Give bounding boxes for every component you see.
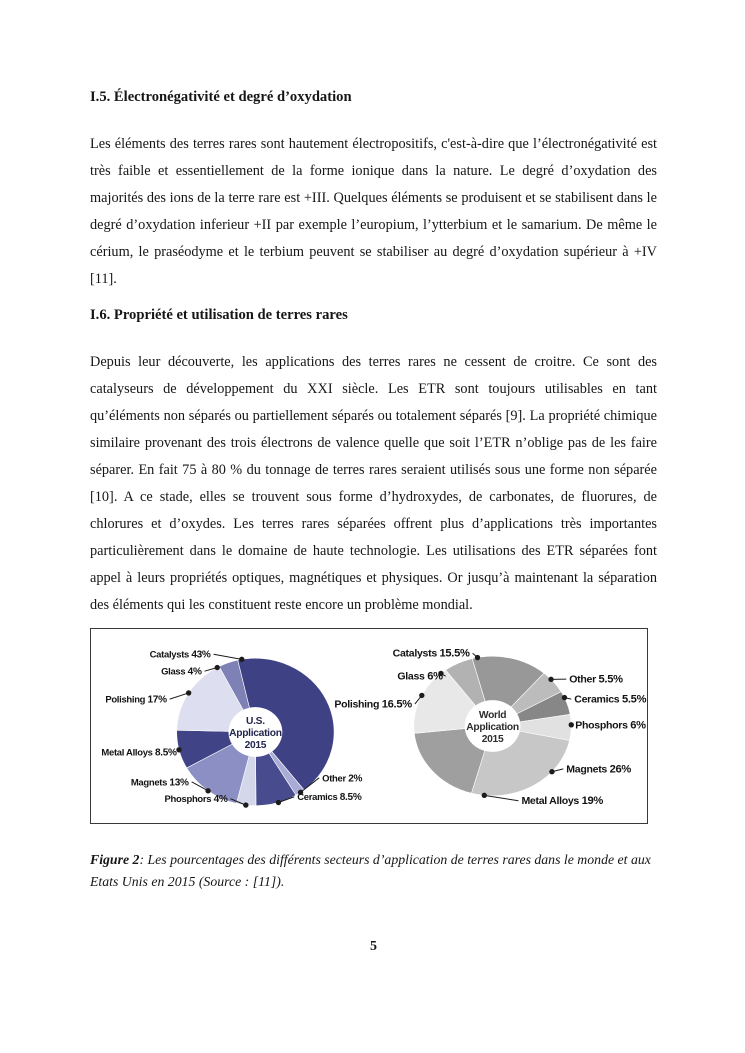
leader-dot: [561, 694, 568, 701]
leader-dot: [239, 656, 245, 663]
paragraph-i6: Depuis leur découverte, les applications…: [90, 354, 657, 613]
section-heading-i6: I.6. Propriété et utilisation de terres …: [90, 307, 348, 323]
slice-label-catalysts: Catalysts 43%: [150, 650, 211, 661]
slice-label-other: Other 2%: [322, 773, 362, 784]
leader-dot: [474, 654, 481, 661]
slice-catalysts: [237, 658, 335, 791]
leader-dot: [419, 692, 425, 699]
figure-2-box: U.S. Application 2015 Catalysts 43% Other 2%…: [90, 628, 648, 824]
chart-center-title-line: Application: [229, 728, 282, 739]
figure-caption: Figure 2: Les pourcentages des différent…: [90, 849, 657, 893]
slice-label-polishing: Polishing 17%: [105, 695, 167, 706]
leader-dot: [214, 664, 220, 671]
slice-label-magnets: Magnets 13%: [131, 777, 189, 788]
leader-dot: [243, 802, 249, 808]
slice-label-polishing: Polishing 16.5%: [334, 699, 412, 711]
donut-hole: [228, 707, 283, 757]
leader-line: [230, 798, 247, 806]
chart-center-title-line: 2015: [245, 740, 267, 751]
figure-caption-label: Figure 2: [90, 852, 140, 867]
slice-label-metal-alloys: Metal Alloys 8.5%: [101, 747, 177, 758]
chart-center-title-line: Application: [466, 722, 519, 733]
leader-dot: [205, 788, 211, 794]
leader-dot: [275, 799, 282, 806]
leader-dot: [297, 789, 304, 796]
chart-center-title-line: 2015: [482, 734, 504, 745]
leader-dot: [176, 747, 182, 753]
leader-line: [213, 653, 242, 660]
slice-label-metal-alloys: Metal Alloys 19%: [521, 795, 603, 807]
slice-label-phosphors: Phosphors 6%: [575, 719, 646, 731]
slice-label-phosphors: Phosphors 4%: [165, 794, 228, 805]
page-number: 5: [370, 939, 377, 954]
slice-label-ceramics: Ceramics 5.5%: [574, 694, 646, 706]
leader-line: [300, 777, 320, 793]
slice-label-magnets: Magnets 26%: [566, 763, 631, 775]
leader-line: [169, 692, 189, 700]
paragraph-i5: Les éléments des terres rares sont haute…: [90, 136, 657, 287]
leader-dot: [438, 670, 444, 677]
slice-label-other: Other 5.5%: [569, 674, 623, 686]
chart-center-title-line: U.S.: [246, 716, 265, 727]
leader-dot: [185, 690, 192, 696]
leader-line: [278, 796, 295, 803]
slice-label-glass: Glass 4%: [161, 667, 202, 678]
section-heading-i5: I.5. Électronégativité et degré d’oxydat…: [90, 89, 352, 105]
leader-dot: [549, 769, 555, 775]
slice-label-catalysts: Catalysts 15.5%: [393, 648, 470, 660]
slice-label-glass: Glass 6%: [397, 671, 443, 683]
figure-caption-text: : Les pourcentages des différents secteu…: [90, 852, 651, 889]
leader-dot: [481, 792, 487, 799]
leader-line: [484, 794, 519, 802]
slice-label-ceramics: Ceramics 8.5%: [297, 792, 362, 803]
donut-hole: [464, 700, 521, 752]
chart-center-title-line: World: [479, 710, 506, 721]
leader-dot: [568, 722, 574, 728]
leader-line: [191, 781, 209, 792]
leader-dot: [548, 676, 554, 683]
